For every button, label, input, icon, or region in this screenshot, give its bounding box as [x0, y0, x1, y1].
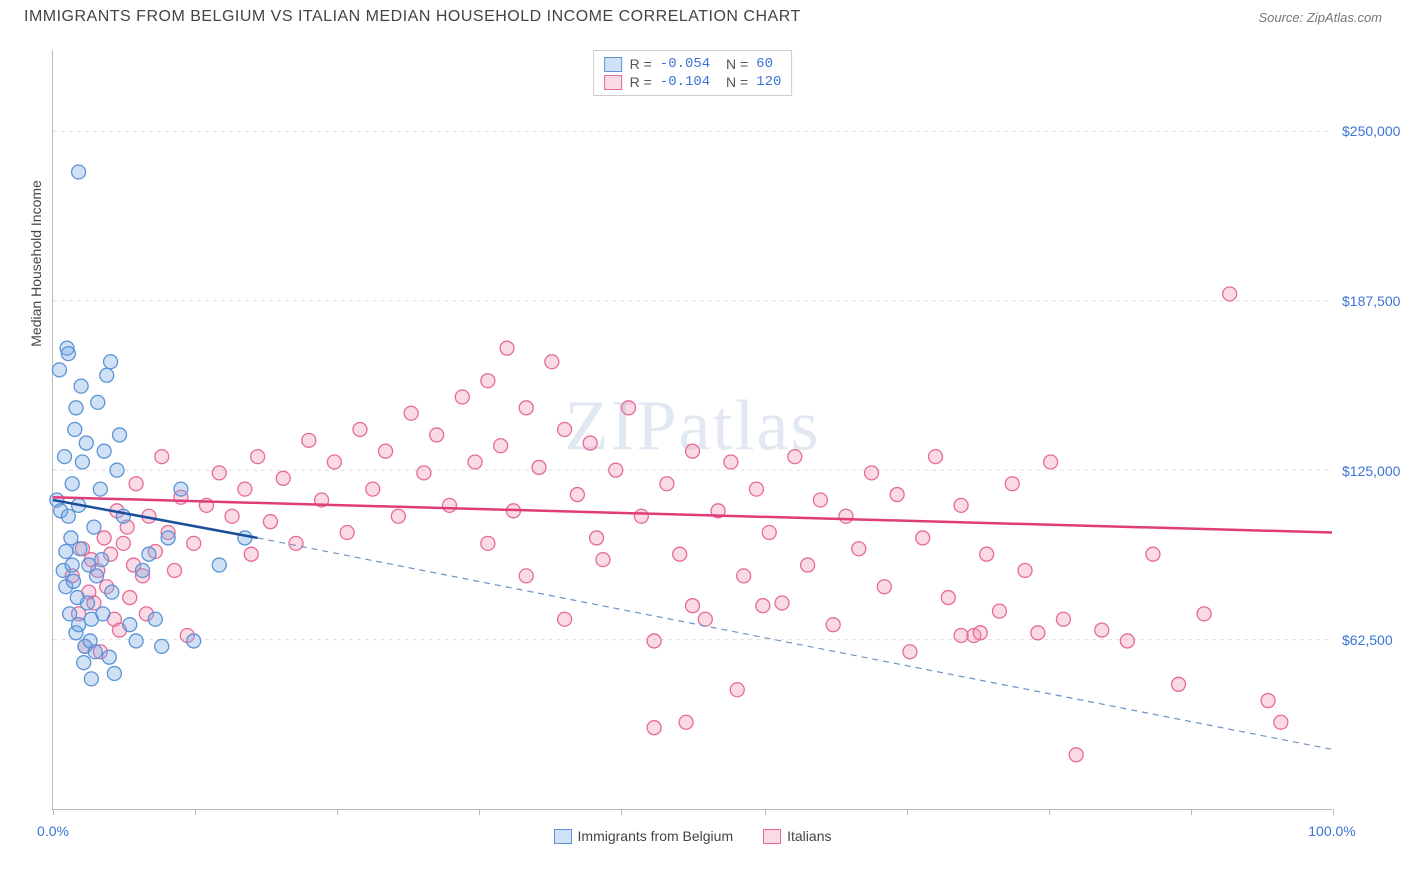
swatch-belgium-icon [554, 829, 572, 844]
x-tick-max: 100.0% [1308, 823, 1355, 839]
y-tick-label: $187,500 [1342, 293, 1406, 309]
x-tick [1191, 809, 1192, 815]
x-tick [53, 809, 54, 815]
source-attribution: Source: ZipAtlas.com [1258, 10, 1382, 25]
x-tick [337, 809, 338, 815]
legend-item-belgium: Immigrants from Belgium [554, 828, 734, 844]
y-tick-label: $250,000 [1342, 123, 1406, 139]
x-tick [907, 809, 908, 815]
chart-title: IMMIGRANTS FROM BELGIUM VS ITALIAN MEDIA… [24, 8, 801, 26]
x-tick [479, 809, 480, 815]
y-tick-label: $62,500 [1342, 632, 1406, 648]
x-tick [621, 809, 622, 815]
scatter-svg [53, 50, 1332, 809]
legend-label-italians: Italians [787, 828, 831, 844]
swatch-italians-icon [763, 829, 781, 844]
x-tick [195, 809, 196, 815]
legend-item-italians: Italians [763, 828, 831, 844]
legend-row-belgium: R = -0.054 N = 60 [604, 55, 782, 73]
chart-plot-area: ZIPatlas R = -0.054 N = 60 R = -0.104 N … [52, 50, 1332, 810]
x-tick [1049, 809, 1050, 815]
swatch-italians [604, 75, 622, 90]
y-axis-label: Median Household Income [28, 180, 44, 347]
correlation-legend: R = -0.054 N = 60 R = -0.104 N = 120 [593, 50, 793, 96]
x-tick [1333, 809, 1334, 815]
legend-bottom: Immigrants from Belgium Italians [554, 828, 832, 844]
x-tick [765, 809, 766, 815]
swatch-belgium [604, 57, 622, 72]
legend-label-belgium: Immigrants from Belgium [578, 828, 734, 844]
x-tick-min: 0.0% [37, 823, 69, 839]
legend-row-italians: R = -0.104 N = 120 [604, 73, 782, 91]
y-tick-label: $125,000 [1342, 463, 1406, 479]
